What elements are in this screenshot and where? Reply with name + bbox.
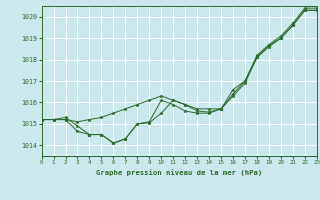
X-axis label: Graphe pression niveau de la mer (hPa): Graphe pression niveau de la mer (hPa): [96, 169, 262, 176]
